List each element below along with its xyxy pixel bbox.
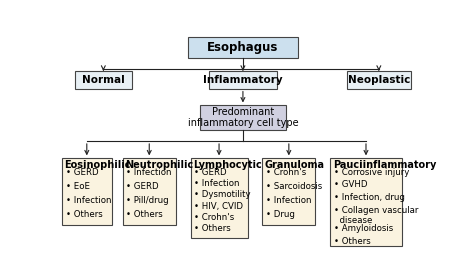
Text: • Infection: • Infection: [66, 196, 111, 205]
Text: • Amyloidosis: • Amyloidosis: [334, 224, 393, 233]
Text: • Infection: • Infection: [127, 168, 172, 177]
Text: Pauciinflammatory: Pauciinflammatory: [333, 160, 436, 170]
Text: • GERD: • GERD: [66, 168, 99, 177]
Text: • Others: • Others: [66, 209, 102, 218]
FancyBboxPatch shape: [346, 71, 411, 89]
FancyBboxPatch shape: [188, 37, 298, 58]
Text: • Infection: • Infection: [266, 196, 311, 205]
Text: • Pill/drug: • Pill/drug: [127, 196, 169, 205]
FancyBboxPatch shape: [75, 71, 132, 89]
Text: • Dysmotility: • Dysmotility: [194, 190, 251, 199]
Text: Inflammatory: Inflammatory: [203, 75, 283, 85]
Text: • GERD: • GERD: [194, 168, 227, 177]
Text: • GERD: • GERD: [127, 182, 159, 191]
FancyBboxPatch shape: [191, 158, 247, 238]
Text: • Crohn's: • Crohn's: [266, 168, 306, 177]
Text: • EoE: • EoE: [66, 182, 90, 191]
Text: • Corrosive injury: • Corrosive injury: [334, 168, 410, 177]
Text: • Others: • Others: [194, 224, 231, 233]
Text: Lymphocytic: Lymphocytic: [193, 160, 262, 170]
Text: Esophagus: Esophagus: [207, 41, 279, 54]
FancyBboxPatch shape: [62, 158, 111, 225]
FancyBboxPatch shape: [123, 158, 176, 225]
Text: Eosinophilic: Eosinophilic: [64, 160, 131, 170]
Text: • HIV, CVID: • HIV, CVID: [194, 202, 244, 211]
Text: • Sarcoidosis: • Sarcoidosis: [266, 182, 322, 191]
Text: • Others: • Others: [334, 237, 371, 246]
Text: • Crohn's: • Crohn's: [194, 213, 235, 222]
Text: • Collagen vascular
  disease: • Collagen vascular disease: [334, 206, 419, 225]
Text: Predominant
inflammatory cell type: Predominant inflammatory cell type: [188, 107, 298, 128]
FancyBboxPatch shape: [209, 71, 277, 89]
FancyBboxPatch shape: [200, 106, 286, 129]
FancyBboxPatch shape: [262, 158, 316, 225]
Text: • Infection, drug: • Infection, drug: [334, 193, 405, 202]
Text: • Others: • Others: [127, 209, 163, 218]
Text: Granuloma: Granuloma: [265, 160, 325, 170]
Text: • Drug: • Drug: [266, 209, 295, 218]
Text: • Infection: • Infection: [194, 179, 240, 188]
FancyBboxPatch shape: [330, 158, 402, 246]
Text: Neoplastic: Neoplastic: [347, 75, 410, 85]
Text: • GVHD: • GVHD: [334, 180, 367, 189]
Text: Neutrophilic: Neutrophilic: [125, 160, 193, 170]
Text: Normal: Normal: [82, 75, 125, 85]
